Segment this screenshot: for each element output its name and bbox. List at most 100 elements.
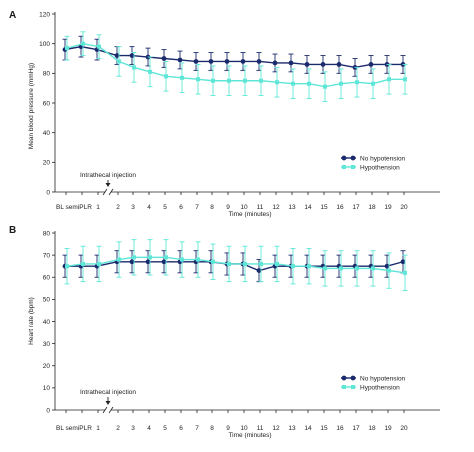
x-tick-label: 18: [368, 425, 376, 432]
data-point: [307, 264, 311, 269]
data-point: [275, 80, 279, 85]
data-point: [371, 266, 375, 271]
panel-b: B Heart rate (bpm) Time (minutes) Intrat…: [9, 225, 440, 439]
data-point: [196, 257, 200, 262]
x-tick-label: 9: [226, 204, 230, 211]
data-point: [384, 263, 390, 269]
data-point: [339, 266, 343, 271]
panel-b-label: B: [9, 225, 16, 236]
y-tick-label: 20: [43, 160, 51, 167]
x-tick-label: 6: [179, 204, 183, 211]
panel-a-legend: No hypotension Hypothension: [341, 156, 406, 172]
x-tick-label: 14: [304, 204, 312, 211]
axis-break-mark: [102, 406, 108, 414]
series-line: [64, 45, 403, 69]
x-tick-label: 1: [96, 204, 100, 211]
data-point: [323, 266, 327, 271]
x-tick-label: 10: [240, 425, 248, 432]
data-point: [129, 259, 135, 265]
x-tick-label: 6: [179, 425, 183, 432]
data-point: [240, 59, 246, 64]
data-point: [259, 78, 263, 83]
x-tick-label: 3: [131, 204, 135, 211]
panel-a-label: A: [9, 10, 16, 21]
x-tick-label: 10: [240, 204, 248, 211]
data-point: [132, 255, 136, 260]
x-tick-label: 13: [288, 425, 296, 432]
legend-hypothension-marker-end: [351, 385, 355, 389]
x-tick-label: 19: [384, 204, 392, 211]
x-tick-label: 15: [320, 204, 328, 211]
x-tick-label: 16: [336, 425, 344, 432]
data-point: [259, 261, 263, 266]
x-tick-label: 17: [352, 425, 360, 432]
data-point: [291, 264, 295, 269]
legend-hypothension-marker: [342, 385, 346, 389]
data-point: [275, 261, 279, 266]
data-point: [164, 74, 168, 79]
x-tick-label: 18: [368, 204, 376, 211]
data-point: [243, 78, 247, 83]
x-tick-label: 7: [195, 425, 199, 432]
x-tick-label: 2: [116, 204, 120, 211]
y-tick-label: 30: [43, 341, 51, 348]
data-point: [227, 78, 231, 83]
y-tick-label: 100: [39, 41, 50, 48]
data-point: [145, 259, 151, 265]
data-point: [256, 59, 262, 64]
panel-b-annotation: Intrathecal injection: [80, 389, 136, 396]
data-point: [65, 46, 69, 51]
panel-a-x-axis-label: Time (minutes): [228, 211, 271, 218]
data-point: [180, 75, 184, 80]
axis-break-mark: [108, 406, 114, 414]
data-point: [339, 81, 343, 86]
data-point: [164, 255, 168, 260]
data-point: [355, 80, 359, 85]
legend-hypothension-marker-end: [351, 165, 355, 169]
y-tick-label: 40: [43, 319, 51, 326]
x-tick-label: 17: [352, 204, 360, 211]
x-tick-label: 4: [147, 425, 151, 432]
y-tick-label: 70: [43, 252, 51, 259]
data-point: [117, 59, 121, 64]
data-point: [387, 268, 391, 273]
data-point: [400, 259, 406, 265]
data-point: [355, 266, 359, 271]
data-point: [323, 84, 327, 89]
data-point: [180, 257, 184, 262]
data-point: [161, 56, 167, 61]
data-point: [288, 60, 294, 66]
legend-no-hypotension-marker: [341, 375, 347, 381]
legend-hypothension-label: Hypothension: [360, 385, 400, 392]
y-tick-label: 80: [43, 230, 51, 237]
y-tick-label: 60: [43, 100, 51, 107]
x-tick-label: 8: [210, 425, 214, 432]
panel-a-y-axis-label: Mean blood pressure (mmHg): [28, 63, 35, 149]
data-point: [371, 81, 375, 86]
panel-b-x-axis-label: Time (minutes): [228, 432, 271, 439]
data-point: [161, 259, 167, 265]
x-tick-label: 19: [384, 425, 392, 432]
data-point: [211, 259, 215, 264]
data-point: [211, 78, 215, 83]
data-point: [291, 81, 295, 86]
x-tick-label: 15: [320, 425, 328, 432]
x-tick-label: 7: [195, 204, 199, 211]
x-tick-label: 5: [163, 425, 167, 432]
x-tick-label: 3: [131, 425, 135, 432]
injection-arrow-head: [105, 183, 111, 187]
legend-item-hypothension: Hypothension: [341, 165, 400, 172]
data-point: [227, 261, 231, 266]
data-point: [336, 62, 342, 67]
series-line: [66, 256, 406, 274]
data-point: [65, 264, 69, 269]
legend-item-no-hypotension: No hypotension: [341, 376, 406, 383]
y-tick-label: 80: [43, 71, 51, 78]
data-point: [148, 255, 152, 260]
data-point: [307, 81, 311, 86]
x-tick-label: 11: [257, 204, 264, 211]
data-point: [132, 65, 136, 70]
data-point: [403, 77, 407, 82]
